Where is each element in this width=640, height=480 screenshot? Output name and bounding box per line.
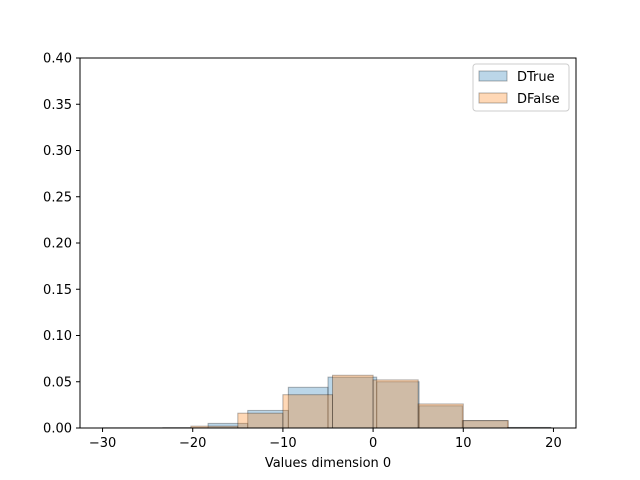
y-tick-label: 0.20 — [43, 237, 72, 252]
x-axis-label: Values dimension 0 — [265, 456, 391, 471]
y-tick-label: 0.40 — [43, 52, 72, 67]
bar-dfalse-2 — [237, 412, 284, 429]
y-tick-label: 0.00 — [43, 422, 72, 437]
bar-dfalse-7 — [462, 420, 509, 429]
bar-dfalse-3 — [282, 394, 334, 429]
bars-layer — [102, 374, 552, 429]
bar-dtrue-4 — [327, 376, 378, 429]
x-tick-label: 10 — [455, 436, 472, 451]
x-axis: −30 −20 −10 0 10 20 — [89, 428, 562, 451]
y-tick-label: 0.35 — [43, 98, 72, 113]
x-tick-label: −10 — [269, 436, 296, 451]
x-tick-label: −30 — [89, 436, 116, 451]
legend-swatch-dfalse — [478, 92, 508, 104]
y-tick-label: 0.10 — [43, 329, 72, 344]
legend-label-dtrue: DTrue — [517, 70, 555, 85]
y-tick-label: 0.25 — [43, 190, 72, 205]
legend-label-dfalse: DFalse — [517, 92, 560, 107]
bar-dfalse-6 — [417, 403, 464, 429]
y-tick-label: 0.30 — [43, 144, 72, 159]
y-tick-label: 0.15 — [43, 283, 72, 298]
y-axis: 0.00 0.05 0.10 0.15 0.20 0.25 0.30 0.35 0.40 — [43, 52, 80, 437]
legend-box — [472, 63, 570, 112]
x-tick-label: 20 — [545, 436, 562, 451]
legend-swatch-dtrue — [478, 70, 508, 82]
x-tick-label: 0 — [369, 436, 377, 451]
bar-dfalse-5 — [372, 379, 419, 429]
bar-dfalse-4 — [332, 374, 374, 429]
x-tick-label: −20 — [179, 436, 206, 451]
legend: DTrue DFalse — [472, 63, 570, 112]
bar-dtrue-5 — [376, 381, 420, 429]
y-tick-label: 0.05 — [43, 375, 72, 390]
